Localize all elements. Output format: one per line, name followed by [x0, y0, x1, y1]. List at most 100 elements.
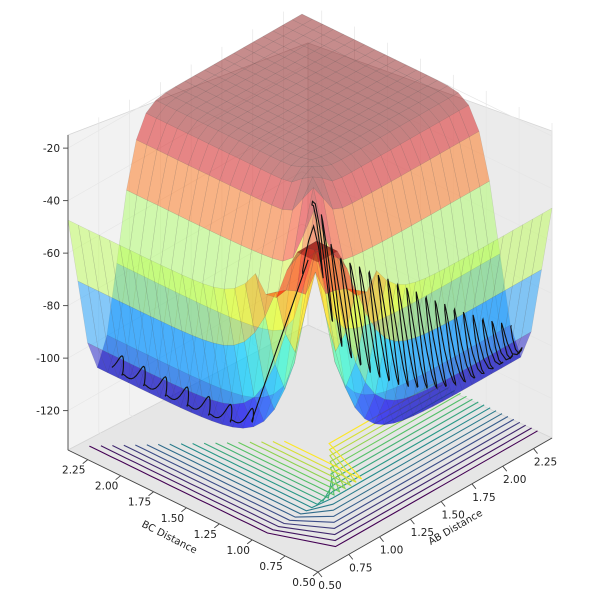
surface-patch: [263, 41, 285, 53]
surface-patch: [191, 391, 213, 422]
surface-patch: [351, 166, 373, 199]
surface-patch: [397, 96, 420, 109]
surface-patch: [489, 253, 511, 331]
surface-patch: [434, 262, 455, 330]
surface-patch: [190, 303, 211, 381]
surface-patch: [185, 85, 207, 98]
surface-patch: [178, 164, 200, 221]
surface-patch: [295, 77, 317, 90]
surface-patch: [368, 102, 390, 115]
surface-patch: [140, 255, 162, 322]
surface-patch: [302, 18, 324, 31]
surface-patch: [221, 317, 243, 393]
x-tick-label: 1.50: [441, 509, 464, 521]
surface-patch: [262, 257, 284, 331]
surface-patch: [460, 191, 481, 271]
surface-patch: [443, 257, 465, 325]
surface-patch: [288, 126, 310, 138]
surface-patch: [192, 279, 214, 344]
surface-patch: [276, 99, 299, 111]
surface-patch: [247, 105, 269, 117]
surface-patch: [340, 141, 362, 155]
surface-patch: [438, 98, 460, 117]
surface-patch: [107, 339, 129, 379]
surface-patch: [410, 164, 432, 221]
surface-patch: [330, 146, 352, 160]
surface-patch: [217, 122, 239, 137]
surface-patch: [354, 382, 376, 420]
surface-patch: [226, 106, 248, 118]
contour-line: [226, 395, 467, 496]
surface-patch: [471, 341, 492, 380]
surface-patch: [407, 91, 429, 103]
surface-patch: [304, 250, 326, 314]
surface-patch: [223, 345, 245, 405]
grid-line: [98, 432, 349, 555]
surface-patch: [413, 385, 435, 417]
surface-patch: [270, 160, 292, 180]
grid-line: [129, 414, 380, 538]
surface-patch: [343, 39, 365, 51]
surface-patch: [370, 155, 392, 188]
x-tick-label: 0.50: [318, 580, 341, 592]
surface-patch: [361, 192, 383, 248]
surface-patch: [202, 339, 224, 404]
surface-patch: [274, 333, 296, 390]
surface-patch: [167, 128, 188, 161]
surface-patch: [179, 220, 200, 299]
surface-patch: [156, 123, 178, 156]
surface-patch: [272, 25, 294, 37]
surface-patch: [452, 364, 474, 397]
surface-patch: [204, 64, 226, 76]
surface-patch: [267, 105, 289, 117]
surface-patch: [296, 240, 317, 259]
surface-patch: [501, 280, 523, 349]
surface-patch: [267, 115, 289, 128]
grid-line: [219, 389, 454, 525]
surface-patch: [421, 214, 442, 293]
surface-patch: [416, 74, 438, 87]
surface-patch: [146, 117, 168, 151]
surface-patch: [204, 74, 226, 86]
y-tick-mark: [246, 539, 253, 545]
surface-patch: [359, 130, 381, 144]
surface-patch: [158, 288, 180, 366]
surface-patch: [208, 130, 230, 149]
surface-patch: [206, 106, 228, 119]
surface-patch: [399, 120, 421, 139]
surface-patch: [231, 244, 252, 323]
surface-patch: [439, 147, 461, 204]
surface-patch: [175, 91, 197, 104]
surface-patch: [299, 141, 321, 152]
surface-patch: [355, 270, 377, 315]
surface-patch: [336, 76, 358, 89]
surface-patch: [240, 195, 262, 251]
surface-patch: [244, 332, 265, 398]
surface-patch: [327, 103, 349, 115]
surface-patch: [398, 107, 420, 121]
x-tick-mark: [502, 465, 508, 472]
surface-patch: [275, 257, 297, 299]
x-tick-label: 1.25: [411, 527, 434, 539]
surface-patch: [281, 165, 302, 183]
surface-patch: [429, 121, 451, 154]
surface-patch: [302, 29, 324, 41]
surface-patch: [168, 215, 190, 295]
surface-patch: [358, 108, 380, 120]
surface-patch: [335, 66, 357, 78]
surface-patch: [295, 272, 316, 353]
surface-patch: [459, 136, 481, 193]
surface-patch: [285, 290, 306, 354]
surface-patch: [243, 41, 265, 53]
surface-patch: [407, 80, 429, 92]
contour-line: [180, 407, 491, 509]
surface-patch: [373, 391, 395, 425]
surface-patch: [249, 150, 271, 170]
surface-patch: [374, 337, 396, 400]
x-tick-mark: [440, 501, 446, 507]
surface-patch: [234, 283, 256, 343]
surface-patch: [205, 85, 227, 97]
y-tick-label: 2.00: [95, 481, 118, 493]
surface-patch: [199, 175, 220, 231]
grid-line: [67, 66, 553, 201]
